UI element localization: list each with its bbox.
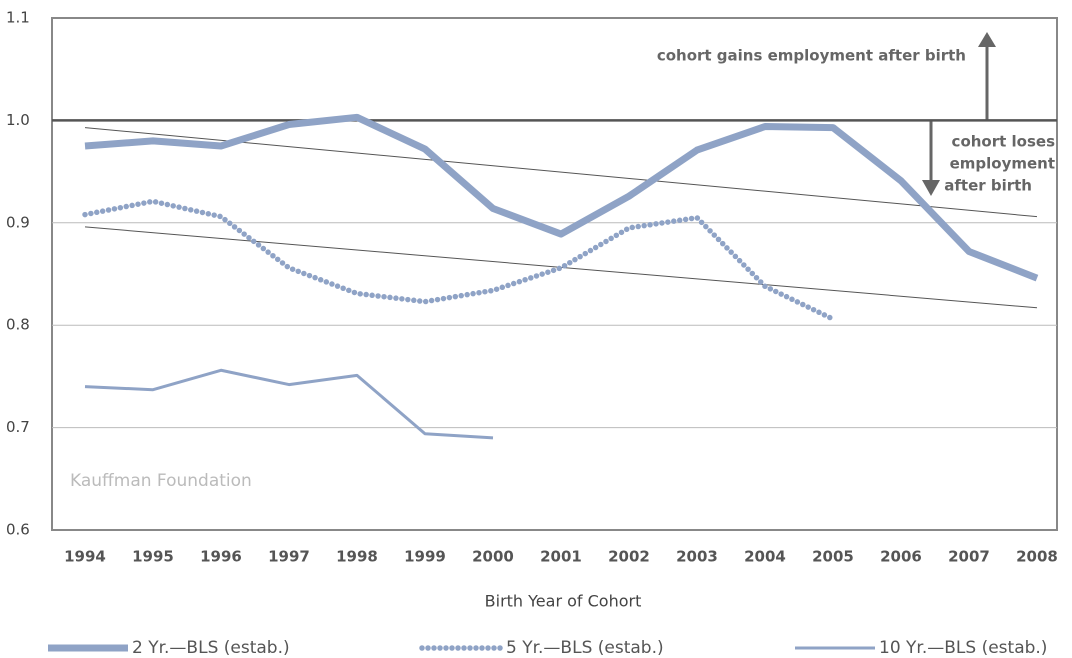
- series-line: [84, 368, 494, 440]
- x-tick-label: 2007: [948, 548, 990, 566]
- y-tick-label: 0.7: [6, 418, 30, 436]
- x-tick-label: 2001: [540, 548, 582, 566]
- x-tick-label: 2008: [1016, 548, 1058, 566]
- annotation-gains: cohort gains employment after birth: [657, 47, 966, 65]
- arrow-down-head: [922, 180, 940, 196]
- x-tick-label: 2000: [472, 548, 514, 566]
- x-tick-label: 1995: [132, 548, 174, 566]
- x-tick-label: 2005: [812, 548, 854, 566]
- plot-frame: [51, 17, 1058, 531]
- x-tick-label: 1996: [200, 548, 242, 566]
- y-tick-label: 1.0: [6, 111, 30, 129]
- x-tick-label: 2003: [676, 548, 718, 566]
- series-line: [84, 113, 1039, 282]
- x-tick-label: 2004: [744, 548, 786, 566]
- y-tick-label: 0.9: [6, 213, 30, 231]
- annotation-loses: cohort loses: [952, 133, 1056, 151]
- x-tick-label: 1999: [404, 548, 446, 566]
- annotation-loses: after birth: [944, 177, 1032, 195]
- y-tick-label: 0.8: [6, 316, 30, 334]
- annotation-loses: employment: [950, 155, 1055, 173]
- series-line: [82, 198, 836, 322]
- x-tick-label: 2002: [608, 548, 650, 566]
- x-tick-label: 2006: [880, 548, 922, 566]
- legend-label: 10 Yr.—BLS (estab.): [879, 638, 1047, 658]
- legend-label: 2 Yr.—BLS (estab.): [132, 638, 290, 658]
- legend-label: 5 Yr.—BLS (estab.): [506, 638, 664, 658]
- y-tick-label: 0.6: [6, 521, 30, 539]
- x-tick-label: 1994: [64, 548, 106, 566]
- x-tick-label: 1997: [268, 548, 310, 566]
- x-tick-label: 1998: [336, 548, 378, 566]
- y-tick-label: 1.1: [6, 9, 30, 27]
- watermark: Kauffman Foundation: [70, 471, 252, 491]
- x-axis-label: Birth Year of Cohort: [485, 592, 642, 611]
- arrow-up-head: [978, 32, 996, 47]
